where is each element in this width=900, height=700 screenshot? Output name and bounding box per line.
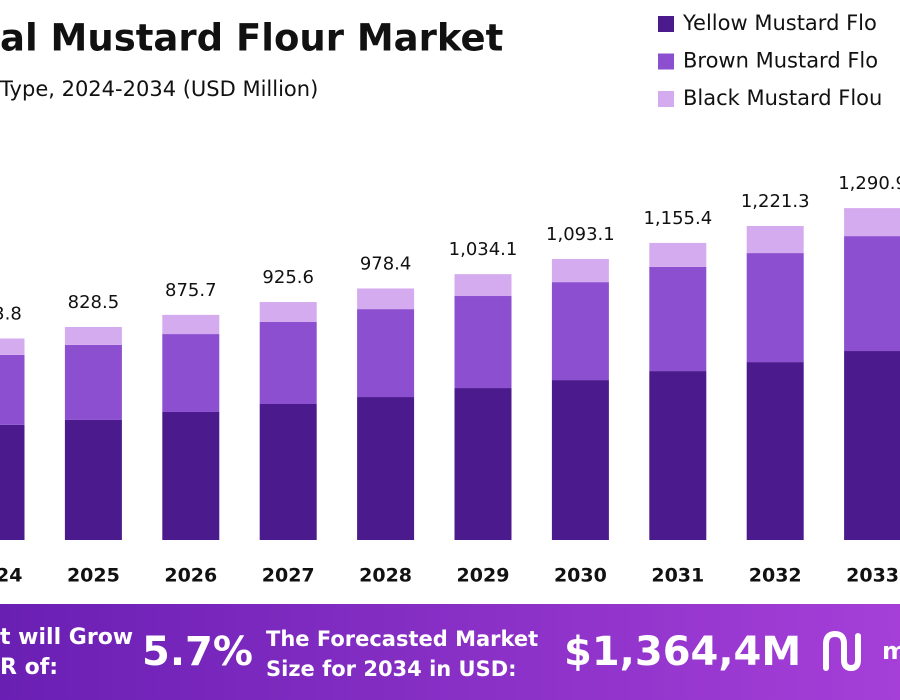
legend-swatch — [658, 16, 674, 32]
bar-segment — [259, 403, 317, 540]
bar-segment — [259, 321, 317, 404]
bar-segment — [649, 242, 707, 267]
banner-text: Size for 2034 in USD: — [266, 657, 517, 681]
x-tick-label: 2025 — [67, 565, 120, 587]
x-tick-label: 2026 — [164, 565, 217, 587]
plot: 783.8 2024 828.5 2025 875.7 2026 925.6 2027 978.… — [0, 173, 900, 587]
chart-subtitle: Type, 2024-2034 (USD Million) — [0, 77, 318, 101]
total-label: 828.5 — [68, 292, 120, 313]
bar-segment — [357, 288, 415, 310]
bar-segment — [162, 314, 220, 335]
total-label: 978.4 — [360, 253, 412, 274]
bar-segment — [454, 296, 512, 389]
legend: Yellow Mustard Flo Brown Mustard Flo Black… — [658, 11, 882, 110]
banner-text: R of: — [0, 655, 58, 680]
logo-text: m — [882, 637, 900, 665]
legend-label: Black Mustard Flou — [683, 86, 882, 110]
bar-segment — [162, 411, 220, 540]
bar-segment — [357, 309, 415, 398]
bar-segment — [746, 226, 804, 254]
logo-icon — [823, 630, 861, 672]
x-tick-label: 2024 — [0, 565, 22, 587]
bar-segment — [0, 354, 25, 425]
banner-text: The Forecasted Market — [266, 627, 538, 651]
bar-segment — [649, 266, 707, 372]
total-label: 1,155.4 — [643, 208, 712, 229]
total-label: 925.6 — [262, 267, 314, 288]
legend-label: Brown Mustard Flo — [683, 49, 878, 73]
legend-swatch — [658, 91, 674, 107]
legend-label: Yellow Mustard Flo — [682, 11, 877, 35]
total-label: 875.7 — [165, 280, 217, 301]
forecast-value: $1,364,4M — [564, 629, 801, 675]
bar-segment — [551, 258, 609, 283]
bar-segment — [357, 397, 415, 540]
x-tick-label: 2032 — [749, 565, 802, 587]
bar-segment — [551, 380, 609, 540]
bar-segment — [551, 282, 609, 381]
total-label: 1,093.1 — [546, 224, 615, 245]
x-tick-label: 2028 — [359, 565, 412, 587]
total-label: 1,221.3 — [741, 191, 810, 212]
bar-segment — [844, 351, 900, 540]
x-tick-label: 2029 — [457, 565, 510, 587]
total-label: 1,290.9 — [838, 173, 900, 194]
x-tick-label: 2027 — [262, 565, 315, 587]
x-tick-label: 2031 — [651, 565, 704, 587]
banner-text: t will Grow — [0, 625, 133, 650]
bar-segment — [746, 362, 804, 540]
cagr-value: 5.7% — [142, 629, 253, 675]
bar-segment — [64, 419, 122, 540]
bar-segment — [0, 424, 25, 540]
bar-segment — [649, 371, 707, 540]
bar-segment — [454, 388, 512, 540]
bar-segment — [746, 253, 804, 363]
bar-segment — [844, 236, 900, 352]
total-label: 783.8 — [0, 303, 22, 324]
x-tick-label: 2033 — [846, 565, 899, 587]
chart-title: al Mustard Flour Market — [0, 17, 503, 60]
x-tick-label: 2030 — [554, 565, 607, 587]
bar-segment — [844, 208, 900, 237]
bar-segment — [162, 334, 220, 412]
banner — [0, 604, 900, 700]
legend-swatch — [658, 53, 674, 70]
bar-segment — [259, 302, 317, 322]
bar-segment — [454, 274, 512, 297]
total-label: 1,034.1 — [449, 239, 518, 260]
bar-segment — [64, 344, 122, 420]
bar-segment — [64, 326, 122, 345]
bar-segment — [0, 338, 25, 355]
